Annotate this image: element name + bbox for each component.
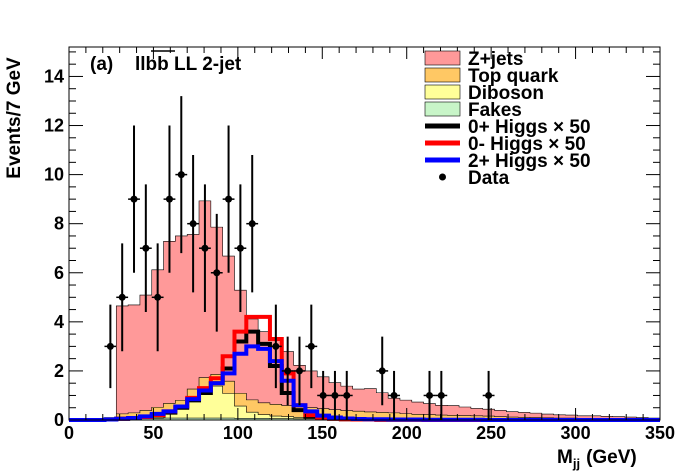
legend-swatch xyxy=(424,67,461,83)
data-point xyxy=(118,293,126,301)
plot-frame xyxy=(68,46,661,421)
y-tick-label: 10 xyxy=(44,165,64,185)
y-tick-label: 6 xyxy=(54,263,64,283)
legend-label: 0+ Higgs × 50 xyxy=(468,117,591,138)
legend-label: Top quark xyxy=(468,66,559,87)
data-point xyxy=(165,195,173,203)
x-axis-label-main: M xyxy=(557,447,573,468)
data-point xyxy=(130,195,138,203)
x-tick-label: 250 xyxy=(476,423,506,443)
y-tick-label: 4 xyxy=(54,312,64,332)
data-point xyxy=(284,367,292,375)
legend-label: 2+ Higgs × 50 xyxy=(468,151,591,172)
x-tick-label: 350 xyxy=(645,423,675,443)
data-point xyxy=(390,391,398,399)
data-point xyxy=(142,244,150,252)
x-tick-label: 300 xyxy=(561,423,591,443)
x-tick-label: 0 xyxy=(64,423,74,443)
data-point xyxy=(319,391,327,399)
data-point xyxy=(106,342,114,350)
data-point xyxy=(485,391,493,399)
panel-label: (a) xyxy=(90,54,113,75)
legend-swatch xyxy=(424,50,461,66)
data-point xyxy=(189,220,197,228)
data-point xyxy=(272,342,280,350)
x-axis-label-sub: jj xyxy=(572,456,580,471)
x-tick-label: 50 xyxy=(143,423,163,443)
data-points-layer xyxy=(104,96,495,420)
data-point xyxy=(331,391,339,399)
data-point xyxy=(236,244,244,252)
legend-swatch xyxy=(424,84,461,100)
legend-marker xyxy=(439,173,446,181)
data-point xyxy=(154,293,162,301)
data-point xyxy=(307,342,315,350)
legend-swatch xyxy=(424,101,461,117)
x-tick-label: 100 xyxy=(223,423,253,443)
legend-label: Diboson xyxy=(468,83,544,104)
data-point xyxy=(295,367,303,375)
x-axis-label-unit: (GeV) xyxy=(586,447,637,468)
x-axis-label: Mjj (GeV) xyxy=(557,447,637,471)
y-tick-label: 2 xyxy=(54,361,64,381)
data-point xyxy=(225,195,233,203)
data-point xyxy=(378,367,386,375)
legend-label: 0- Higgs × 50 xyxy=(468,134,586,155)
y-axis-label: Events/7 GeV xyxy=(4,57,25,179)
axes-layer: 0 50 100 150 200 250 300 350 0 2 4 6 8 10 12 14 xyxy=(44,46,675,443)
x-tick-label: 200 xyxy=(392,423,422,443)
data-point xyxy=(343,391,351,399)
legend-label: Fakes xyxy=(468,100,522,121)
y-tick-label: 12 xyxy=(44,116,64,136)
data-point xyxy=(177,171,185,179)
legend-label: Z+jets xyxy=(468,49,523,70)
data-point xyxy=(426,391,434,399)
legend-label: Data xyxy=(468,168,510,189)
data-point xyxy=(437,391,445,399)
data-point xyxy=(248,220,256,228)
data-point xyxy=(213,269,221,277)
x-tick-label: 150 xyxy=(307,423,337,443)
y-tick-label: 0 xyxy=(54,410,64,430)
data-point xyxy=(201,244,209,252)
region-label: llbb LL 2-jet xyxy=(135,54,242,75)
y-tick-label: 8 xyxy=(54,214,64,234)
y-tick-label: 14 xyxy=(44,66,64,86)
